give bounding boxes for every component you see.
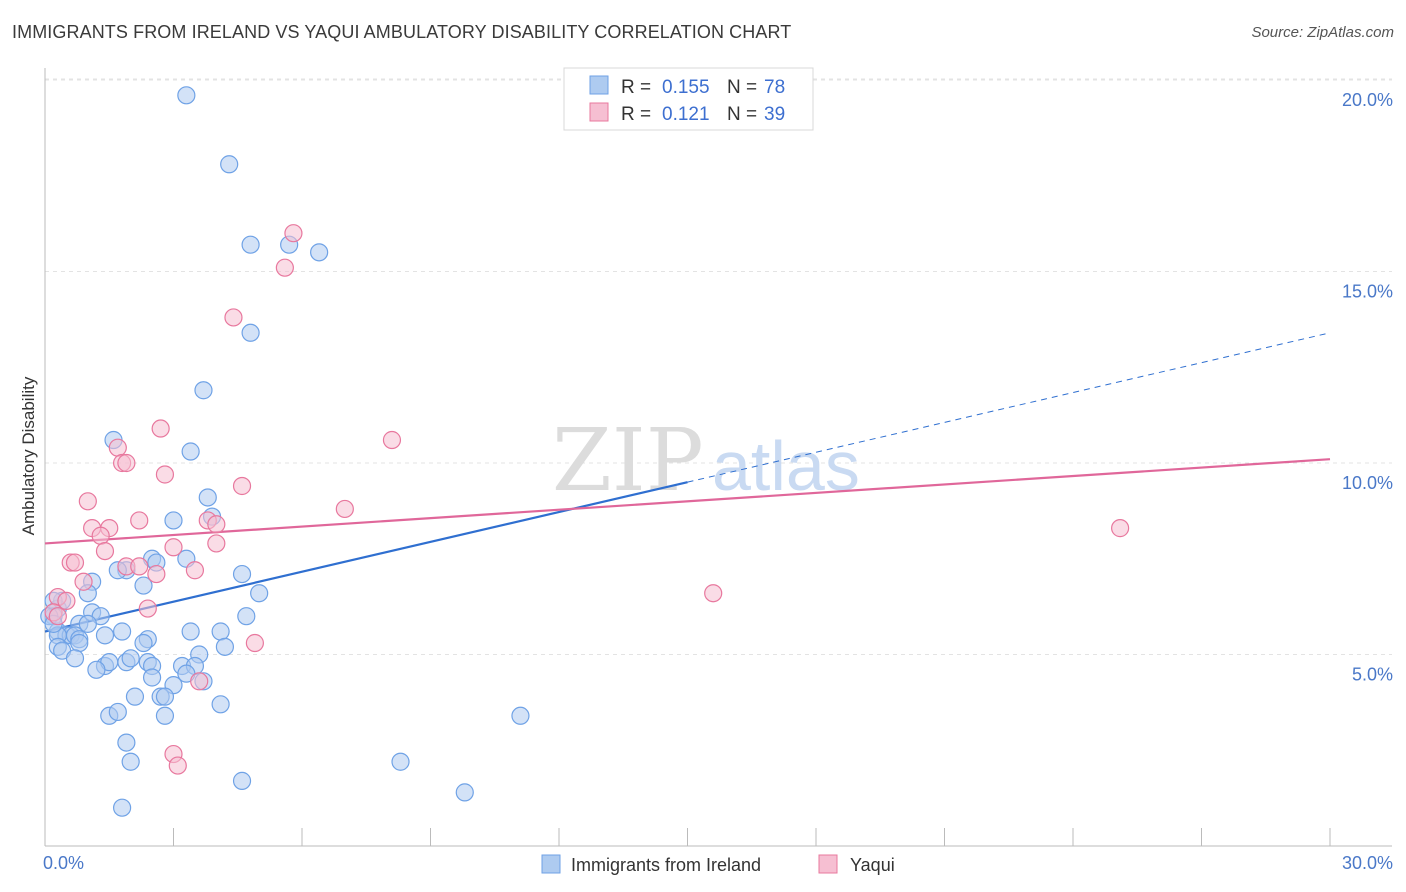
point-ireland xyxy=(134,576,153,595)
point-yaqui xyxy=(185,561,205,580)
point-yaqui xyxy=(382,430,402,450)
point-ireland xyxy=(155,687,175,706)
point-ireland xyxy=(455,783,474,802)
legend-n-value-ireland: 78 xyxy=(764,77,785,98)
legend-n-label-ireland: N = xyxy=(727,77,757,98)
point-ireland xyxy=(232,564,252,584)
point-ireland xyxy=(181,442,200,461)
y-tick-label: 5.0% xyxy=(1352,665,1393,685)
point-yaqui xyxy=(164,538,183,557)
trend-line-yaqui xyxy=(44,458,1331,545)
point-ireland xyxy=(155,706,175,725)
point-yaqui xyxy=(147,564,166,584)
series-legend-label-ireland: Immigrants from Ireland xyxy=(571,855,761,875)
x-tick-label: 0.0% xyxy=(43,853,84,873)
y-tick-label: 15.0% xyxy=(1342,282,1393,302)
point-yaqui xyxy=(168,756,187,775)
point-ireland xyxy=(134,633,153,653)
point-yaqui xyxy=(57,591,76,610)
series-legend: Immigrants from Ireland Yaqui xyxy=(541,854,895,875)
legend-swatch-yaqui xyxy=(589,102,609,122)
point-yaqui xyxy=(245,633,264,653)
legend-r-value-ireland: 0.155 xyxy=(662,77,710,98)
point-yaqui xyxy=(95,541,115,561)
point-yaqui xyxy=(108,438,127,457)
point-yaqui xyxy=(224,308,243,327)
chart-title: IMMIGRANTS FROM IRELAND VS YAQUI AMBULAT… xyxy=(12,22,792,42)
point-ireland xyxy=(177,86,196,105)
point-ireland xyxy=(215,637,234,656)
point-ireland xyxy=(78,614,97,633)
point-ireland xyxy=(511,706,530,725)
legend-swatch-ireland xyxy=(589,75,609,95)
point-ireland xyxy=(211,622,230,641)
point-ireland xyxy=(310,243,329,262)
data-points xyxy=(40,86,1130,817)
series-legend-swatch-ireland xyxy=(541,854,561,874)
point-ireland xyxy=(112,798,132,817)
point-yaqui xyxy=(138,599,157,618)
point-ireland xyxy=(164,511,183,530)
point-ireland xyxy=(121,649,140,668)
point-ireland xyxy=(198,488,217,507)
point-ireland xyxy=(194,381,213,400)
point-yaqui xyxy=(130,557,149,576)
point-yaqui xyxy=(704,584,723,603)
point-yaqui xyxy=(207,515,226,534)
x-tick-label: 30.0% xyxy=(1342,853,1393,873)
point-yaqui xyxy=(78,492,97,511)
point-yaqui xyxy=(232,476,252,496)
point-ireland xyxy=(87,660,106,679)
point-ireland xyxy=(95,626,115,645)
legend-n-value-yaqui: 39 xyxy=(764,104,785,125)
point-ireland xyxy=(70,633,89,653)
point-yaqui xyxy=(117,453,136,473)
point-yaqui xyxy=(91,526,110,545)
point-yaqui xyxy=(74,572,93,591)
axes: 5.0% 10.0% 15.0% 20.0% 0.0% 30.0% xyxy=(43,68,1393,873)
point-ireland xyxy=(241,235,260,254)
legend-r-label-ireland: R = xyxy=(621,77,651,98)
point-yaqui xyxy=(335,499,354,519)
y-tick-label: 10.0% xyxy=(1342,473,1393,493)
point-ireland xyxy=(108,702,127,722)
series-legend-swatch-yaqui xyxy=(818,854,838,874)
point-ireland xyxy=(250,584,269,603)
point-yaqui xyxy=(151,419,170,438)
point-yaqui xyxy=(207,534,226,553)
point-yaqui xyxy=(275,258,294,277)
point-ireland xyxy=(211,695,230,714)
point-ireland xyxy=(112,622,132,641)
point-ireland xyxy=(391,752,410,771)
point-yaqui xyxy=(1111,519,1130,538)
point-yaqui xyxy=(284,224,303,243)
chart-source: Source: ZipAtlas.com xyxy=(1251,24,1394,41)
watermark-zip: ZIP xyxy=(552,411,704,511)
point-ireland xyxy=(142,668,162,687)
point-ireland xyxy=(232,771,252,790)
point-yaqui xyxy=(65,553,85,572)
point-yaqui xyxy=(190,672,209,691)
point-yaqui xyxy=(130,511,149,530)
point-ireland xyxy=(181,622,200,641)
point-ireland xyxy=(241,323,260,342)
legend-n-label-yaqui: N = xyxy=(727,104,757,125)
point-ireland xyxy=(237,607,256,626)
point-ireland xyxy=(65,649,85,668)
point-ireland xyxy=(117,733,136,752)
watermark: ZIP atlas xyxy=(552,411,860,511)
point-ireland xyxy=(220,155,239,174)
point-yaqui xyxy=(155,465,175,484)
watermark-atlas: atlas xyxy=(712,427,860,505)
y-tick-label: 20.0% xyxy=(1342,90,1393,110)
series-legend-label-yaqui: Yaqui xyxy=(850,855,895,875)
y-axis-label: Ambulatory Disability xyxy=(19,376,38,535)
point-ireland xyxy=(125,687,145,706)
point-ireland xyxy=(121,752,140,771)
point-yaqui xyxy=(48,607,67,626)
stats-legend: R = 0.155 N = 78 R = 0.121 N = 39 xyxy=(563,67,814,131)
legend-r-label-yaqui: R = xyxy=(621,104,651,125)
legend-r-value-yaqui: 0.121 xyxy=(662,104,710,125)
